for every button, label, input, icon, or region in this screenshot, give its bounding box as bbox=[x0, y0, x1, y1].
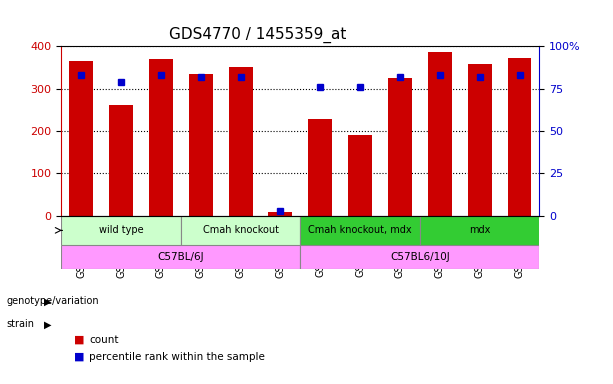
Bar bbox=[508, 58, 531, 216]
Text: percentile rank within the sample: percentile rank within the sample bbox=[89, 352, 265, 362]
Text: genotype/variation: genotype/variation bbox=[6, 296, 99, 306]
Text: Cmah knockout: Cmah knockout bbox=[203, 225, 278, 235]
Text: ■: ■ bbox=[74, 335, 84, 345]
Bar bbox=[300, 216, 420, 245]
Text: Cmah knockout, mdx: Cmah knockout, mdx bbox=[308, 225, 412, 235]
Bar bbox=[428, 53, 452, 216]
Bar bbox=[348, 135, 372, 216]
Bar bbox=[61, 245, 300, 269]
Bar bbox=[149, 59, 173, 216]
Text: strain: strain bbox=[6, 319, 34, 329]
Bar bbox=[308, 119, 332, 216]
Bar bbox=[268, 212, 292, 216]
Text: GDS4770 / 1455359_at: GDS4770 / 1455359_at bbox=[169, 27, 346, 43]
Text: ▶: ▶ bbox=[44, 319, 51, 329]
Bar bbox=[229, 67, 253, 216]
Bar bbox=[468, 64, 492, 216]
Bar bbox=[388, 78, 412, 216]
Bar bbox=[181, 216, 300, 245]
Bar bbox=[300, 245, 539, 269]
Text: C57BL6/10J: C57BL6/10J bbox=[390, 252, 450, 262]
Bar bbox=[69, 61, 93, 216]
Text: C57BL/6J: C57BL/6J bbox=[158, 252, 204, 262]
Text: wild type: wild type bbox=[99, 225, 143, 235]
Text: ▶: ▶ bbox=[44, 296, 51, 306]
Bar bbox=[61, 216, 181, 245]
Text: count: count bbox=[89, 335, 118, 345]
Bar bbox=[109, 104, 133, 216]
Bar bbox=[189, 74, 213, 216]
Text: mdx: mdx bbox=[469, 225, 490, 235]
Text: ■: ■ bbox=[74, 352, 84, 362]
Bar bbox=[420, 216, 539, 245]
